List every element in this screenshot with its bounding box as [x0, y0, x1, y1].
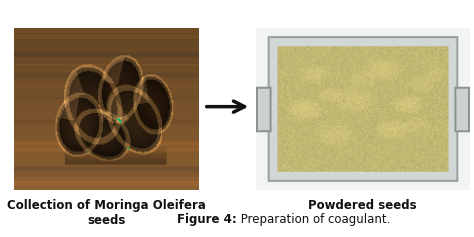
Text: Preparation of coagulant.: Preparation of coagulant.: [237, 213, 391, 226]
Text: Powdered seeds: Powdered seeds: [308, 199, 417, 212]
Text: Collection of Moringa Oleifera
seeds: Collection of Moringa Oleifera seeds: [7, 199, 206, 227]
Text: Figure 4:: Figure 4:: [177, 213, 237, 226]
